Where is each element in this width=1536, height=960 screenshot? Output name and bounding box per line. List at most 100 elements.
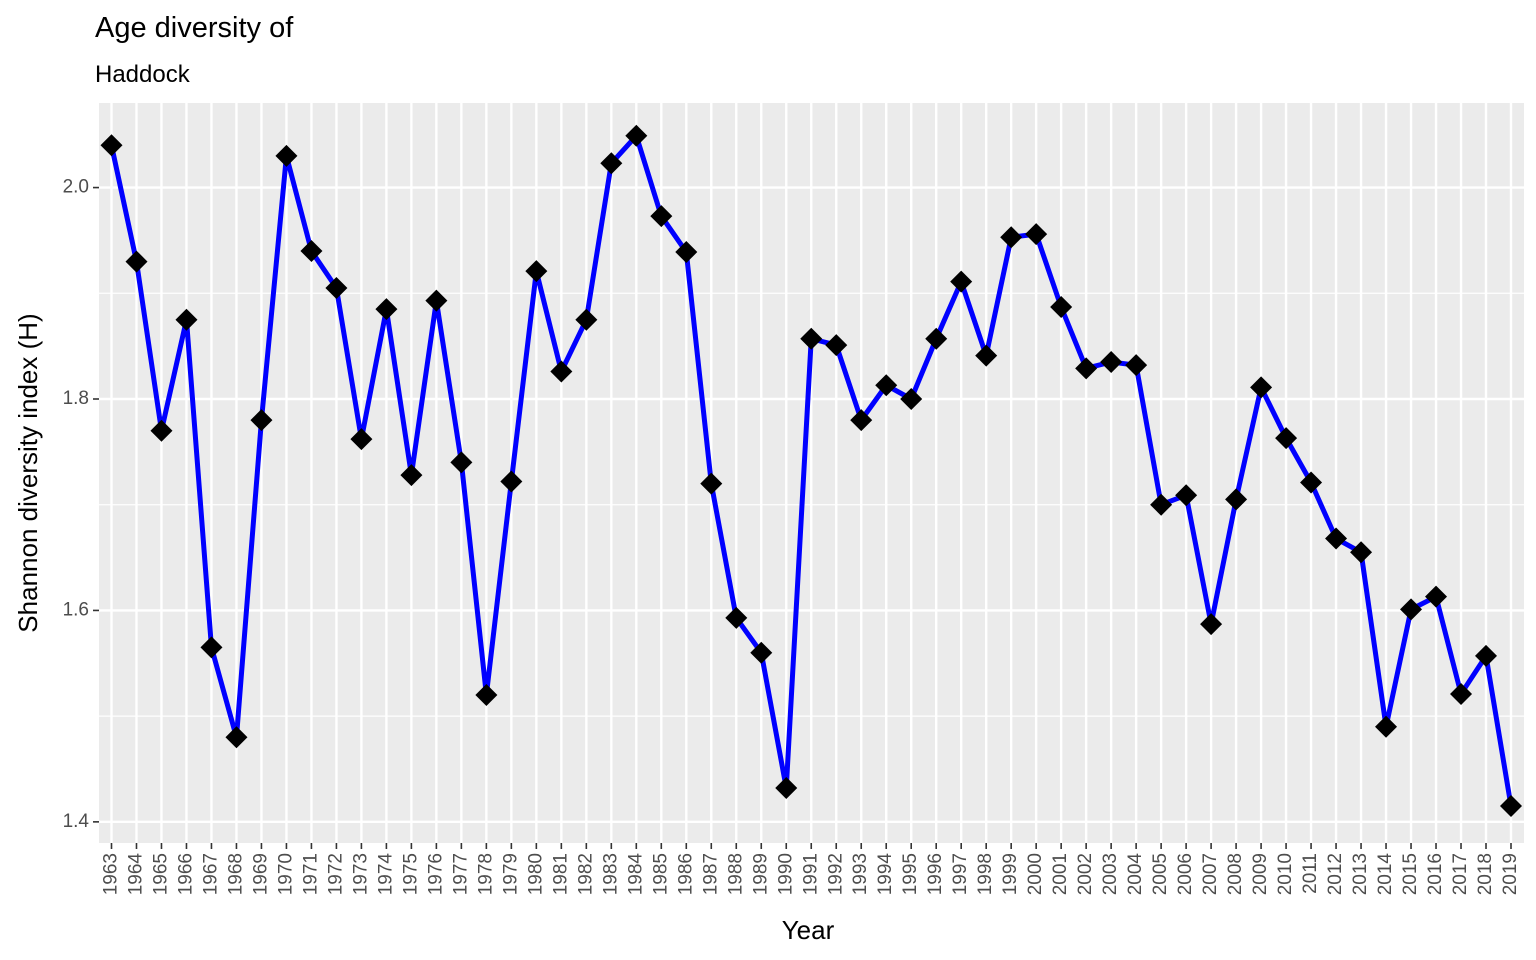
data-point [800, 327, 823, 350]
data-point [550, 360, 573, 383]
x-axis-ticks: 1963 1964 1965 1966 1967 1968 1969 1970 1971 1972… [101, 843, 1521, 896]
x-tick-label: 1990 [775, 853, 796, 895]
x-tick-label: 1964 [126, 853, 147, 896]
data-point [100, 134, 123, 157]
data-point [400, 464, 423, 487]
x-tick-label: 2003 [1100, 853, 1121, 895]
y-axis-ticks: 1.4 1.6 1.8 2.0 [63, 177, 99, 832]
data-point [475, 684, 498, 706]
data-point [700, 472, 723, 495]
data-point [150, 419, 173, 442]
data-point [900, 388, 923, 410]
data-point [500, 470, 523, 493]
x-tick-label: 1974 [375, 853, 396, 896]
data-point [975, 344, 998, 367]
x-tick-label: 1977 [450, 853, 471, 895]
x-tick-label: 1969 [250, 853, 271, 895]
data-point [225, 726, 248, 749]
data-point [1325, 527, 1348, 550]
x-tick-label: 1967 [200, 853, 221, 895]
data-point [1275, 427, 1298, 450]
data-point [1500, 795, 1522, 817]
x-tick-label: 1978 [475, 853, 496, 895]
x-tick-label: 1976 [425, 853, 446, 895]
x-axis-title: Year [782, 915, 835, 945]
x-tick-label: 2015 [1400, 853, 1421, 895]
data-point [1150, 493, 1173, 516]
x-tick-label: 2016 [1425, 853, 1446, 895]
x-tick-label: 1997 [950, 853, 971, 895]
data-point [750, 641, 773, 664]
data-point [650, 205, 673, 228]
x-tick-label: 2010 [1275, 853, 1296, 895]
x-tick-label: 2000 [1025, 853, 1046, 895]
data-point [675, 241, 698, 264]
x-tick-label: 2004 [1125, 853, 1146, 896]
data-point [1425, 585, 1448, 608]
data-point [1000, 226, 1023, 249]
x-tick-label: 1968 [225, 853, 246, 895]
major-gridlines [99, 103, 1524, 843]
x-tick-label: 2002 [1075, 853, 1096, 895]
x-tick-label: 2008 [1225, 853, 1246, 895]
data-point [200, 636, 223, 659]
x-tick-label: 2018 [1475, 853, 1496, 895]
x-tick-label: 2012 [1325, 853, 1346, 895]
x-tick-label: 2007 [1200, 853, 1221, 895]
x-tick-label: 1992 [825, 853, 846, 895]
x-tick-label: 2017 [1450, 853, 1471, 895]
x-tick-label: 1972 [325, 853, 346, 895]
x-tick-label: 1998 [975, 853, 996, 895]
x-tick-label: 1999 [1000, 853, 1021, 895]
x-tick-label: 1994 [875, 853, 896, 896]
x-tick-label: 1966 [175, 853, 196, 895]
x-tick-label: 2013 [1350, 853, 1371, 895]
x-tick-label: 1975 [400, 853, 421, 895]
data-point [1250, 376, 1273, 399]
data-point [600, 152, 623, 175]
data-point [300, 240, 323, 262]
data-point [825, 334, 848, 357]
x-tick-label: 1996 [925, 853, 946, 895]
x-tick-label: 1983 [600, 853, 621, 895]
x-tick-label: 2014 [1375, 853, 1396, 896]
x-tick-label: 1963 [101, 853, 122, 895]
x-tick-label: 1979 [500, 853, 521, 895]
data-point [250, 409, 273, 432]
data-point [725, 606, 748, 629]
x-tick-label: 1980 [525, 853, 546, 895]
x-tick-label: 1988 [725, 853, 746, 895]
data-point [525, 260, 548, 283]
x-tick-label: 1987 [700, 853, 721, 895]
y-tick-label: 2.0 [63, 177, 89, 198]
x-tick-label: 1991 [800, 853, 821, 895]
data-point [325, 277, 348, 299]
data-point [1225, 488, 1248, 511]
data-point [925, 327, 948, 350]
x-tick-label: 1995 [900, 853, 921, 895]
data-point [1375, 715, 1398, 738]
x-tick-label: 1986 [675, 853, 696, 895]
data-point [625, 124, 648, 147]
chart-subtitle: Haddock [95, 61, 190, 88]
data-point [1200, 613, 1223, 636]
y-axis-title: Shannon diversity index (H) [13, 313, 43, 632]
data-point [1350, 541, 1373, 564]
x-tick-label: 2011 [1300, 853, 1321, 894]
x-tick-label: 1970 [275, 853, 296, 895]
x-tick-label: 1989 [750, 853, 771, 895]
x-tick-label: 1965 [150, 853, 171, 895]
data-point [875, 374, 898, 397]
x-tick-label: 2005 [1150, 853, 1171, 895]
data-point [1125, 354, 1148, 377]
y-tick-label: 1.8 [63, 388, 89, 409]
x-tick-label: 2001 [1050, 853, 1071, 895]
data-point [425, 289, 448, 312]
data-point [1100, 351, 1123, 373]
x-tick-label: 1984 [625, 853, 646, 896]
x-tick-label: 1971 [300, 853, 321, 895]
points-layer [100, 124, 1522, 817]
data-point [575, 308, 598, 331]
data-point [375, 298, 398, 321]
data-point [125, 250, 148, 273]
